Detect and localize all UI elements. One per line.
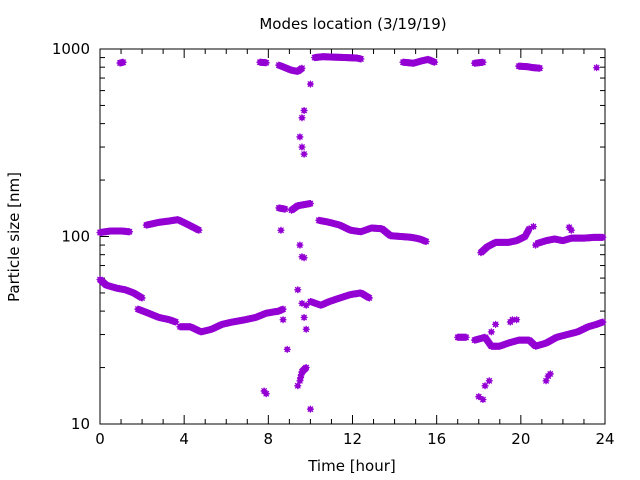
data-point — [525, 225, 533, 233]
x-tick-label: 12 — [343, 430, 362, 448]
data-point — [172, 318, 180, 326]
data-point — [300, 254, 308, 262]
data-point — [431, 58, 439, 66]
x-tick-label: 4 — [179, 430, 189, 448]
data-point — [485, 377, 493, 385]
data-point — [593, 64, 601, 72]
data-point — [302, 301, 310, 309]
data-point — [306, 199, 314, 207]
data-point — [283, 345, 291, 353]
data-point — [296, 133, 304, 141]
data-point — [302, 364, 310, 372]
chart-title: Modes location (3/19/19) — [259, 15, 446, 33]
data-point — [298, 143, 306, 151]
data-point — [298, 64, 306, 72]
data-point — [138, 294, 146, 302]
data-point — [536, 64, 544, 72]
data-point — [119, 58, 127, 66]
plot-frame — [99, 48, 606, 425]
data-point — [195, 226, 203, 234]
data-series — [96, 53, 607, 413]
data-point — [306, 405, 314, 413]
data-point — [365, 294, 373, 302]
data-point — [599, 233, 607, 241]
data-point — [298, 114, 306, 122]
y-tick-label: 1000 — [52, 40, 90, 58]
data-point — [532, 241, 540, 249]
y-tick-label: 10 — [71, 415, 90, 433]
data-point — [277, 226, 285, 234]
data-point — [508, 316, 516, 324]
data-point — [492, 320, 500, 328]
data-point — [281, 205, 289, 213]
x-tick-label: 8 — [264, 430, 274, 448]
data-point — [262, 59, 270, 67]
y-axis-label: Particle size [nm] — [5, 172, 23, 302]
data-point — [300, 150, 308, 158]
x-axis-label: Time [hour] — [307, 457, 396, 475]
x-tick-label: 24 — [595, 430, 614, 448]
data-point — [300, 106, 308, 114]
data-point — [513, 316, 521, 324]
data-point — [546, 370, 554, 378]
data-point — [262, 390, 270, 398]
data-point — [296, 241, 304, 249]
data-point — [529, 223, 537, 231]
x-tick-label: 16 — [427, 430, 446, 448]
y-tick-label: 100 — [61, 228, 90, 246]
data-point — [599, 318, 607, 326]
data-point — [300, 313, 308, 321]
data-point — [542, 377, 550, 385]
data-point — [306, 80, 314, 88]
data-point — [487, 328, 495, 336]
data-point — [567, 226, 575, 234]
data-point — [125, 228, 133, 236]
data-point — [479, 58, 487, 66]
data-point — [294, 286, 302, 294]
data-point — [302, 325, 310, 333]
data-point — [357, 55, 365, 63]
x-tick-label: 0 — [95, 430, 105, 448]
data-point — [475, 393, 483, 401]
data-point — [479, 396, 487, 404]
data-point — [279, 316, 287, 324]
data-point — [294, 382, 302, 390]
data-point — [422, 238, 430, 246]
data-point — [462, 333, 470, 341]
plot-area — [99, 48, 606, 425]
x-tick-label: 20 — [511, 430, 530, 448]
data-point — [481, 382, 489, 390]
x-axis: 0 4 8 12 16 20 24 — [95, 49, 615, 448]
data-point — [279, 305, 287, 313]
